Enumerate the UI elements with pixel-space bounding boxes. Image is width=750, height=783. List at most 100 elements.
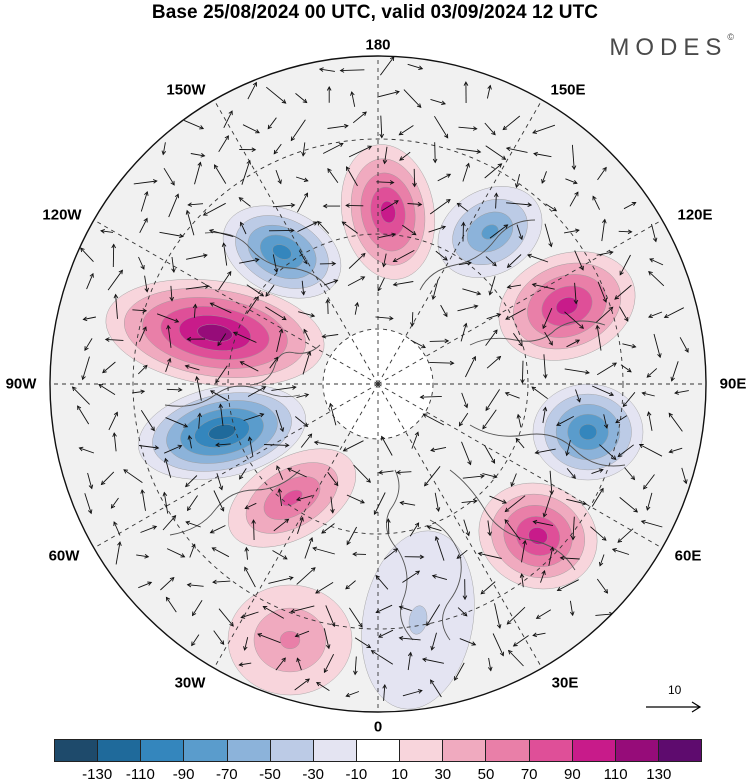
wind-arrow: [513, 332, 523, 347]
anomaly-positive: [340, 144, 436, 280]
wind-arrow: [317, 220, 330, 234]
wind-arrow: [485, 389, 500, 412]
meridian-line: [213, 99, 379, 385]
wind-arrow: [295, 93, 308, 104]
wind-arrow: [569, 191, 579, 207]
wind-arrow: [463, 519, 471, 537]
wind-arrow: [348, 252, 366, 269]
coastlines: [164, 219, 626, 641]
wind-arrow: [345, 203, 364, 208]
wind-arrow: [431, 574, 448, 581]
wind-arrow: [102, 361, 116, 374]
wind-arrow: [287, 467, 307, 478]
wind-arrow: [213, 490, 225, 512]
wind-arrow: [482, 409, 497, 430]
wind-arrow: [596, 578, 609, 594]
wind-arrow: [216, 473, 224, 491]
wind-arrow: [486, 355, 502, 369]
wind-arrow: [565, 178, 578, 185]
wind-arrow: [194, 161, 202, 185]
wind-arrow: [87, 472, 94, 490]
wind-arrow: [532, 632, 546, 638]
wind-arrow: [186, 582, 204, 588]
wind-arrow: [215, 365, 228, 384]
wind-arrow: [559, 555, 580, 561]
wind-arrow: [544, 331, 553, 346]
wind-arrow: [430, 446, 447, 453]
wind-arrow: [484, 122, 496, 136]
wind-arrow: [265, 306, 287, 321]
wind-arrow: [429, 338, 450, 344]
wind-arrow: [381, 435, 393, 456]
wind-arrow: [378, 470, 394, 475]
wind-arrow: [462, 473, 485, 479]
wind-arrow: [303, 328, 310, 341]
anomaly-contour: [555, 297, 579, 315]
wind-arrow: [276, 465, 284, 480]
wind-arrow: [426, 604, 441, 627]
wind-arrow: [460, 322, 468, 342]
wind-arrow: [674, 390, 689, 395]
wind-arrow: [257, 633, 281, 644]
wind-arrow: [312, 546, 335, 555]
wind-arrow: [599, 444, 617, 461]
wind-arrow: [456, 549, 468, 559]
wind-arrow: [434, 492, 441, 513]
wind-arrow: [506, 202, 533, 208]
wind-arrow: [575, 389, 581, 403]
wind-arrow: [477, 551, 502, 559]
wind-arrow: [321, 333, 339, 339]
wind-arrow: [215, 442, 231, 448]
wind-arrow: [214, 164, 227, 184]
graticule: [50, 56, 706, 712]
meridian-line: [377, 383, 663, 549]
wind-arrow: [404, 554, 425, 560]
wind-arrow: [611, 548, 630, 555]
wind-arrow: [601, 218, 607, 242]
meridian-line: [93, 219, 379, 385]
wind-arrow: [107, 269, 123, 291]
wind-arrow: [461, 498, 478, 504]
wind-arrow: [458, 412, 469, 427]
wind-arrow: [168, 193, 180, 218]
wind-arrow: [169, 285, 175, 302]
lon-label-120e: 120E: [677, 206, 713, 224]
colorbar-tick-label: -110: [125, 766, 155, 783]
wind-arrow: [392, 250, 415, 263]
wind-arrow: [434, 115, 449, 139]
lon-label-90e: 90E: [719, 375, 747, 393]
wind-arrow: [185, 520, 201, 528]
wind-arrow: [549, 470, 555, 495]
coastline: [469, 320, 606, 346]
wind-arrow: [166, 387, 183, 393]
wind-arrow: [112, 432, 117, 452]
wind-arrow: [185, 475, 198, 488]
colorbar-swatch: [270, 740, 314, 761]
wind-arrow: [429, 360, 455, 366]
wind-arrow: [624, 467, 636, 481]
wind-arrow: [392, 281, 414, 287]
colorbar-swatch: [658, 740, 702, 761]
wind-arrow: [262, 606, 285, 619]
wind-arrow: [648, 270, 665, 287]
anomaly-negative: [138, 384, 306, 480]
wind-arrow: [519, 573, 525, 588]
wind-arrow: [515, 437, 525, 449]
wind-arrow: [71, 386, 90, 405]
wind-arrow: [108, 411, 119, 431]
wind-arrow: [140, 525, 158, 533]
wind-arrow: [486, 84, 492, 99]
colorbar-swatch: [313, 740, 357, 761]
wind-arrow: [377, 629, 394, 638]
wind-arrow: [189, 543, 196, 558]
wind-arrow: [346, 526, 357, 546]
wind-arrow: [163, 167, 175, 186]
wind-arrow: [651, 223, 658, 243]
wind-arrow: [294, 678, 310, 691]
wind-arrow: [104, 337, 124, 342]
anomaly-contour: [481, 224, 499, 240]
wind-arrow: [532, 519, 554, 527]
wind-arrow: [275, 169, 282, 185]
wind-arrow: [432, 142, 438, 164]
wind-arrow: [251, 519, 256, 541]
